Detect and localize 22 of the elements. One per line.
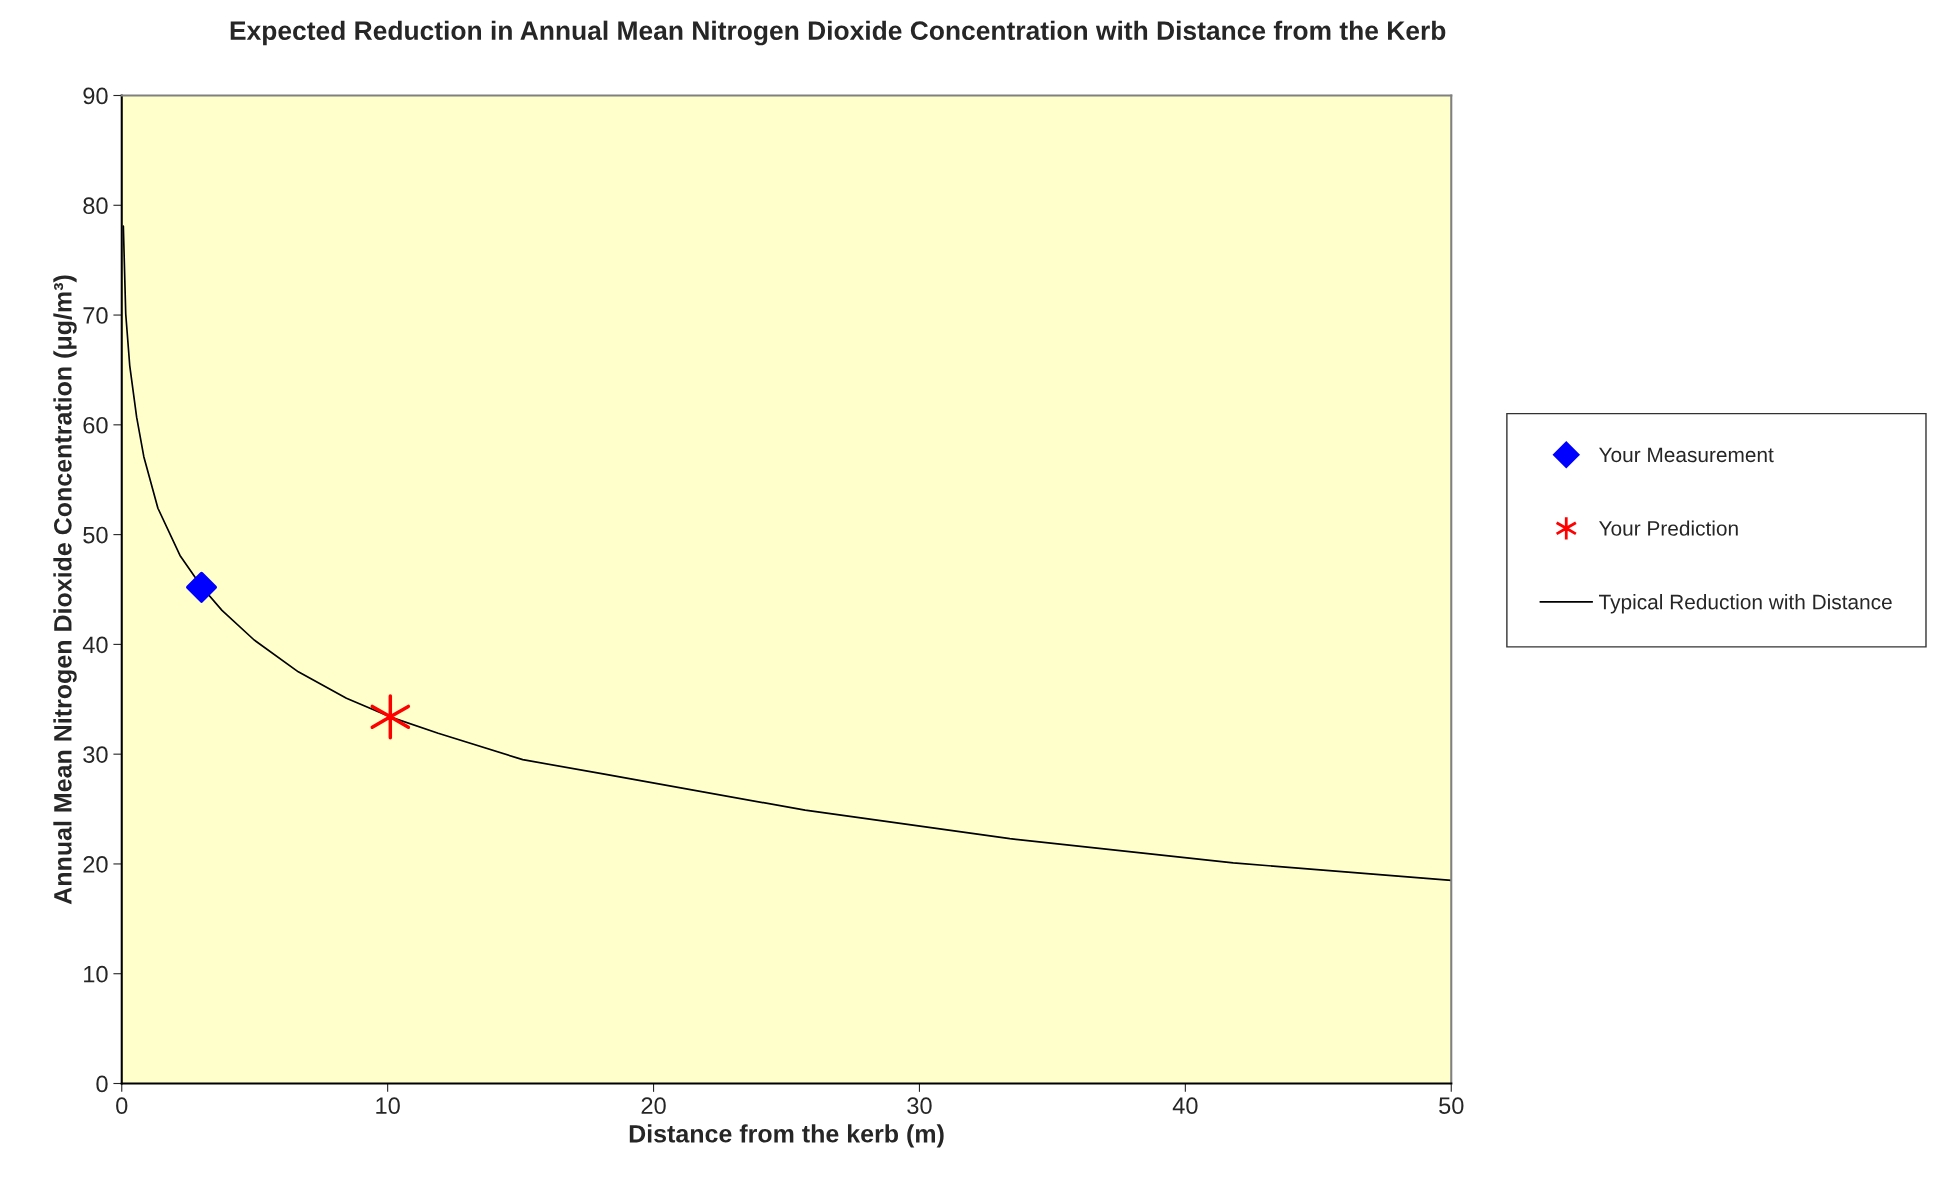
chart-title: Expected Reduction in Annual Mean Nitrogen Dioxide Concentration with Distance from the Kerb [230,20,1446,46]
y-tick-label: 10 [84,965,108,983]
y-tick-label: 60 [83,416,108,434]
x-tick-label: 40 [1172,1097,1198,1115]
x-tick-label: 30 [907,1097,932,1115]
x-tick-label: 0 [116,1097,128,1115]
legend-label: Typical Reduction with Distance [1599,594,1892,614]
x-axis-title: Distance from the kerb (m) [629,1124,944,1148]
y-tick-label: 50 [83,526,108,544]
x-tick-label: 50 [1439,1097,1464,1115]
y-tick-label: 70 [83,307,108,324]
y-tick-label: 0 [96,1075,108,1093]
legend-label: Your Prediction [1599,520,1738,536]
legend-label: Your Measurement [1599,447,1774,463]
y-tick-label: 90 [83,87,108,105]
y-axis-title: Annual Mean Nitrogen Dioxide Concentration (μg/m³) [53,275,77,905]
y-tick-label: 40 [82,636,108,654]
x-tick-label: 10 [376,1097,400,1115]
y-tick-label: 30 [83,746,108,763]
y-tick-label: 80 [83,197,108,215]
x-tick-label: 20 [641,1097,666,1115]
y-tick-label: 20 [83,856,108,873]
